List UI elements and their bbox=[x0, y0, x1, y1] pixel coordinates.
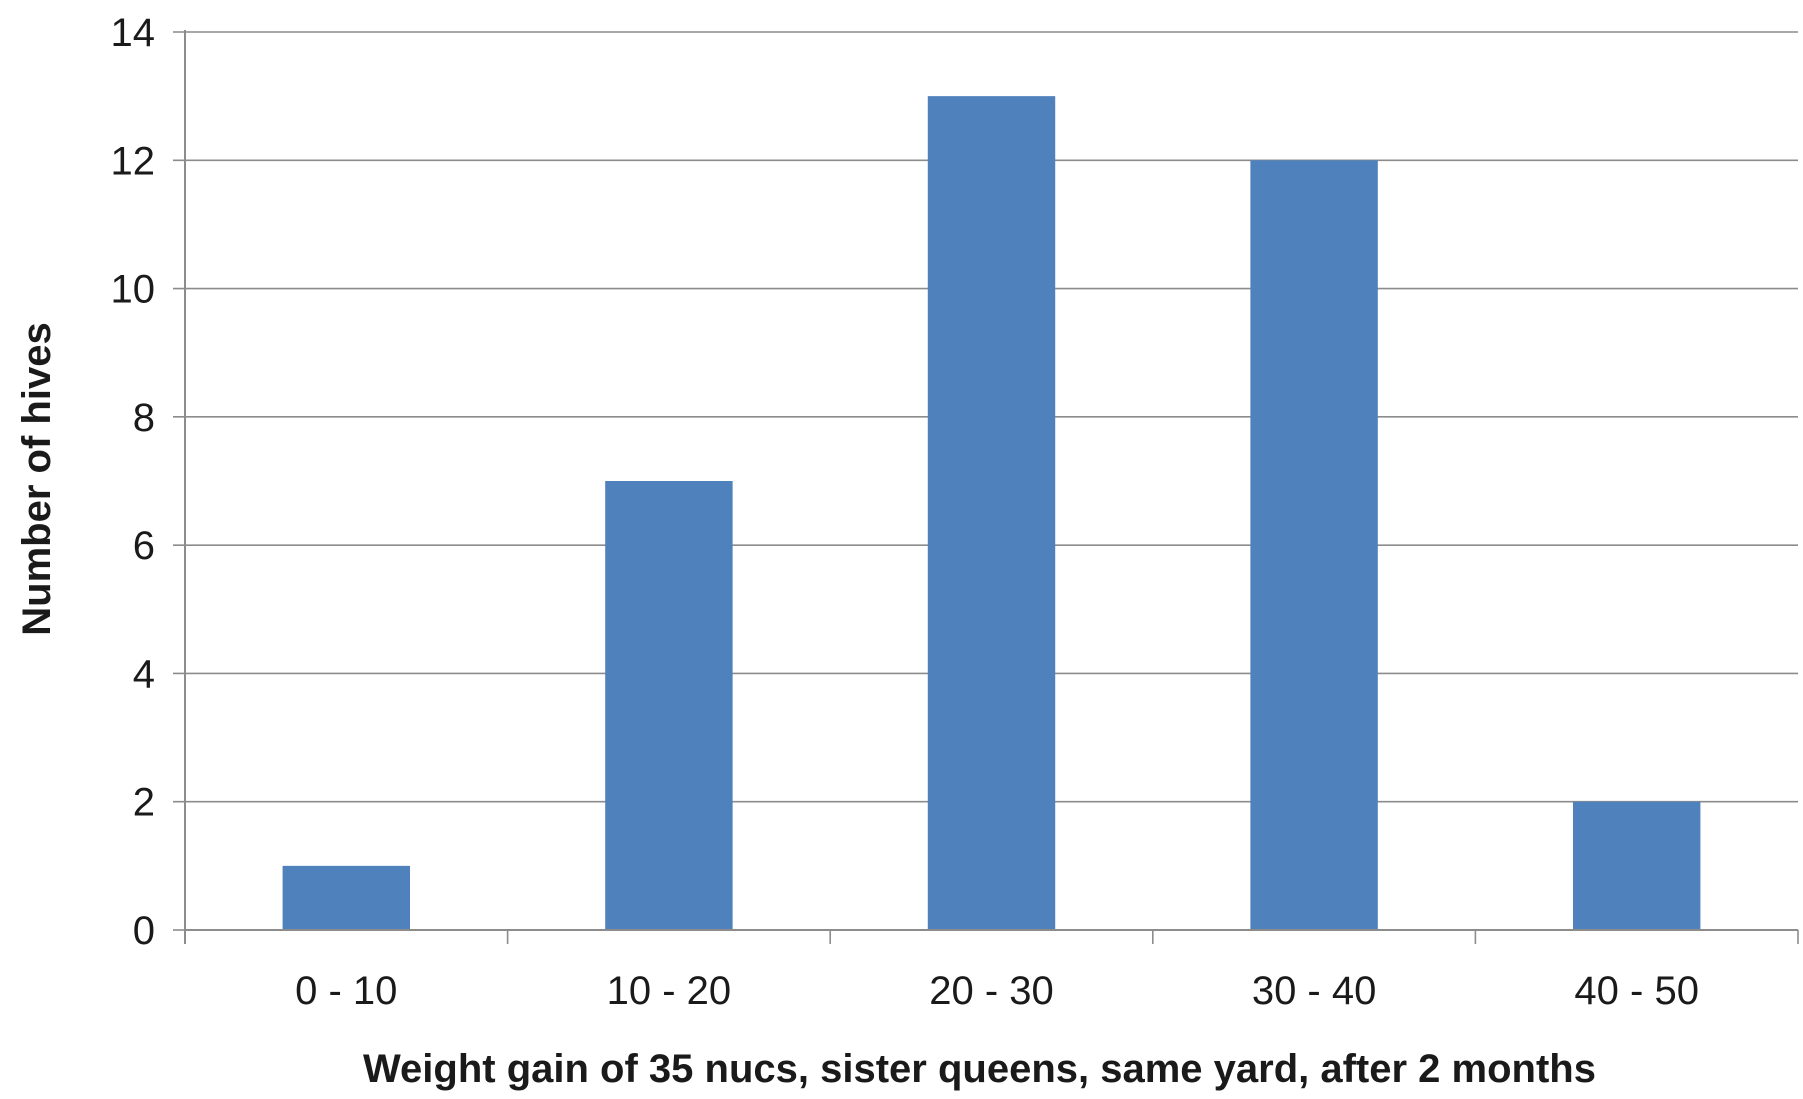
y-tick-label: 12 bbox=[111, 139, 156, 183]
bars bbox=[282, 96, 1701, 931]
x-tick-label: 0 - 10 bbox=[295, 969, 397, 1013]
y-axis-title: Number of hives bbox=[15, 322, 59, 635]
y-tick-label: 10 bbox=[111, 268, 156, 312]
x-tick-label: 10 - 20 bbox=[607, 969, 732, 1013]
y-tick-label: 4 bbox=[133, 652, 155, 696]
bar-1 bbox=[282, 865, 411, 930]
y-tick-label: 14 bbox=[111, 11, 156, 55]
bar-2 bbox=[605, 481, 733, 930]
axes bbox=[184, 30, 1798, 944]
x-tick-labels: 0 - 10 10 - 20 20 - 30 30 - 40 40 - 50 bbox=[295, 969, 1699, 1013]
bar-5 bbox=[1572, 801, 1701, 930]
y-tick-labels: 0 2 4 6 8 10 12 14 bbox=[111, 11, 156, 953]
x-tick-label: 40 - 50 bbox=[1574, 969, 1699, 1013]
x-axis-title: Weight gain of 35 nucs, sister queens, s… bbox=[363, 1047, 1596, 1091]
x-tick-label: 20 - 30 bbox=[929, 969, 1054, 1013]
y-tick-label: 6 bbox=[133, 524, 155, 568]
y-tick-label: 0 bbox=[133, 909, 155, 953]
y-tick-label: 8 bbox=[133, 396, 155, 440]
bar-4 bbox=[1250, 160, 1378, 931]
bar-3 bbox=[927, 96, 1056, 930]
y-tick-label: 2 bbox=[133, 781, 155, 825]
x-tick-label: 30 - 40 bbox=[1252, 969, 1377, 1013]
